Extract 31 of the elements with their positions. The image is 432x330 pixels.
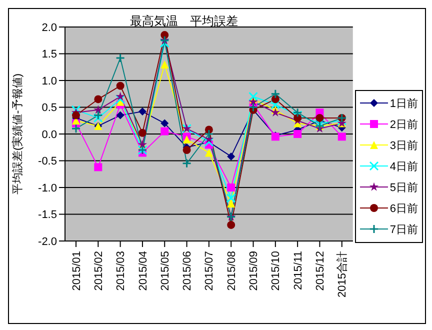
y-tick-label: 0.0 [42,128,57,141]
x-tick-label: 2015合計 [336,251,349,298]
y-tick-label: -1.0 [38,182,57,194]
y-axis-title: 平均誤差(実績値-予報値) [10,74,24,194]
y-tick-label: -1.5 [38,209,57,222]
x-tick-label: 2015/05 [159,251,172,291]
x-tick-label: 2015/04 [137,251,150,291]
y-tick-label: 2.0 [42,22,57,34]
legend-label: 1日前 [390,96,418,110]
chart-title: 最高気温 平均誤差 [130,14,238,28]
x-tick-label: 2015/11 [292,251,304,290]
legend-label: 3日前 [390,138,418,152]
x-tick-label: 2015/06 [182,251,194,291]
y-tick-label: 1.0 [42,75,57,88]
x-tick-label: 2015/10 [270,251,282,291]
x-tick-label: 2015/07 [204,251,216,291]
legend-label: 6日前 [390,202,418,216]
legend-label: 2日前 [390,118,418,132]
y-tick-label: -2.0 [38,236,57,248]
x-tick-label: 2015/09 [248,251,260,291]
legend-label: 5日前 [390,180,418,194]
x-tick-label: 2015/02 [92,251,105,291]
y-tick-label: 0.5 [42,102,57,114]
y-tick-label: 1.5 [42,48,57,61]
x-tick-label: 2015/01 [70,251,83,291]
legend-label: 7日前 [390,222,418,236]
x-tick-label: 2015/03 [115,251,128,291]
y-tick-label: -0.5 [38,156,57,168]
x-tick-label: 2015/08 [226,251,238,291]
legend-label: 4日前 [390,160,418,174]
x-tick-label: 2015/12 [314,251,327,291]
